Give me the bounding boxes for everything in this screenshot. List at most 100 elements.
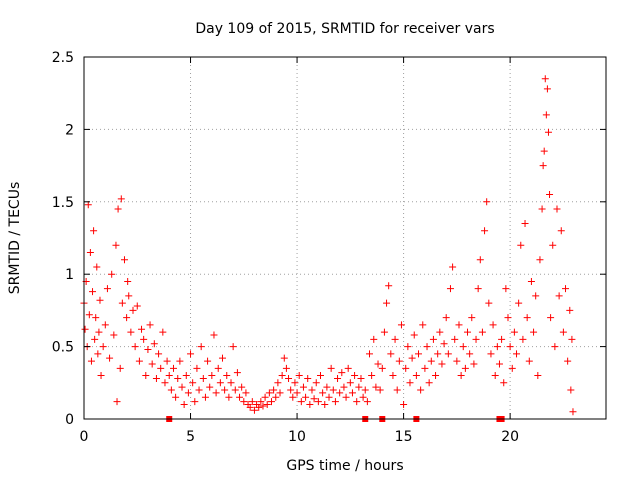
data-point (221, 386, 229, 394)
data-point (481, 227, 489, 235)
data-point (129, 306, 137, 314)
data-point (569, 408, 577, 416)
data-point (94, 350, 102, 358)
data-point (466, 350, 474, 358)
data-point (417, 386, 425, 394)
data-point (425, 379, 433, 387)
data-point (427, 357, 435, 365)
data-point (336, 389, 344, 397)
data-point (118, 299, 126, 307)
data-point (557, 227, 565, 235)
data-point (116, 364, 124, 372)
data-point (255, 403, 263, 411)
data-point (500, 379, 508, 387)
data-point (506, 343, 514, 351)
data-point (412, 372, 420, 380)
data-point (470, 360, 478, 368)
data-point (387, 350, 395, 358)
data-point (508, 364, 516, 372)
data-point (415, 350, 423, 358)
data-point (363, 398, 371, 406)
data-point (174, 374, 182, 382)
data-point (155, 350, 163, 358)
data-point (176, 357, 184, 365)
data-point (117, 195, 125, 203)
x-tick-label: 10 (288, 429, 306, 445)
data-point (395, 357, 403, 365)
data-point (483, 198, 491, 206)
data-point (567, 386, 575, 394)
data-point (316, 372, 324, 380)
data-point (348, 389, 356, 397)
data-point (172, 393, 180, 401)
data-point (562, 285, 570, 293)
axis-ticks: 0 5 10 15 20 0 0.5 1 1.5 2 2.5 (52, 50, 606, 445)
data-point (400, 401, 408, 409)
x-axis-title: GPS time / hours (286, 458, 403, 474)
x-tick-label: 0 (80, 429, 89, 445)
data-point (229, 343, 237, 351)
x-tick-label: 20 (501, 429, 519, 445)
data-point (225, 393, 233, 401)
data-point (551, 343, 559, 351)
data-point (504, 314, 512, 322)
y-tick-label: 1.5 (52, 195, 74, 211)
data-point (191, 398, 199, 406)
data-point (383, 299, 391, 307)
data-point (380, 328, 388, 336)
data-point (184, 389, 192, 397)
data-point (423, 343, 431, 351)
data-point (99, 343, 107, 351)
data-point (515, 299, 523, 307)
data-point (491, 372, 499, 380)
data-point (355, 383, 363, 391)
y-tick-label: 0 (65, 412, 74, 428)
data-point (96, 296, 104, 304)
y-tick-label: 2.5 (52, 50, 74, 66)
data-point (133, 302, 141, 310)
data-point (338, 369, 346, 377)
data-point (366, 350, 374, 358)
data-point (302, 393, 310, 401)
data-point (208, 372, 216, 380)
data-point (402, 364, 410, 372)
data-point (92, 314, 100, 322)
data-point (393, 386, 401, 394)
data-point (474, 285, 482, 293)
data-point (464, 328, 472, 336)
data-point (368, 372, 376, 380)
x-tick-label: 15 (395, 429, 413, 445)
data-point (242, 389, 250, 397)
data-point (291, 379, 299, 387)
data-point (110, 331, 118, 339)
data-point (540, 147, 548, 155)
data-point (182, 372, 190, 380)
data-point (124, 277, 132, 285)
data-point (370, 335, 378, 343)
data-point (527, 277, 535, 285)
data-point (346, 379, 354, 387)
data-point (530, 328, 538, 336)
data-point (112, 241, 120, 249)
data-point (299, 383, 307, 391)
data-point (81, 325, 89, 333)
data-point (419, 321, 427, 329)
data-point (334, 374, 342, 382)
data-point (525, 357, 533, 365)
data-point (438, 360, 446, 368)
data-point (457, 372, 465, 380)
data-point (542, 111, 550, 119)
data-point (263, 401, 271, 409)
data-point (374, 360, 382, 368)
data-point (376, 386, 384, 394)
data-point (539, 162, 547, 170)
chart-title: Day 109 of 2015, SRMTID for receiver var… (195, 21, 494, 37)
data-point (378, 364, 386, 372)
x-tick-label: 5 (186, 429, 195, 445)
data-point (314, 398, 322, 406)
data-point (274, 379, 282, 387)
data-point (91, 335, 99, 343)
data-point (131, 343, 139, 351)
data-point (493, 343, 501, 351)
